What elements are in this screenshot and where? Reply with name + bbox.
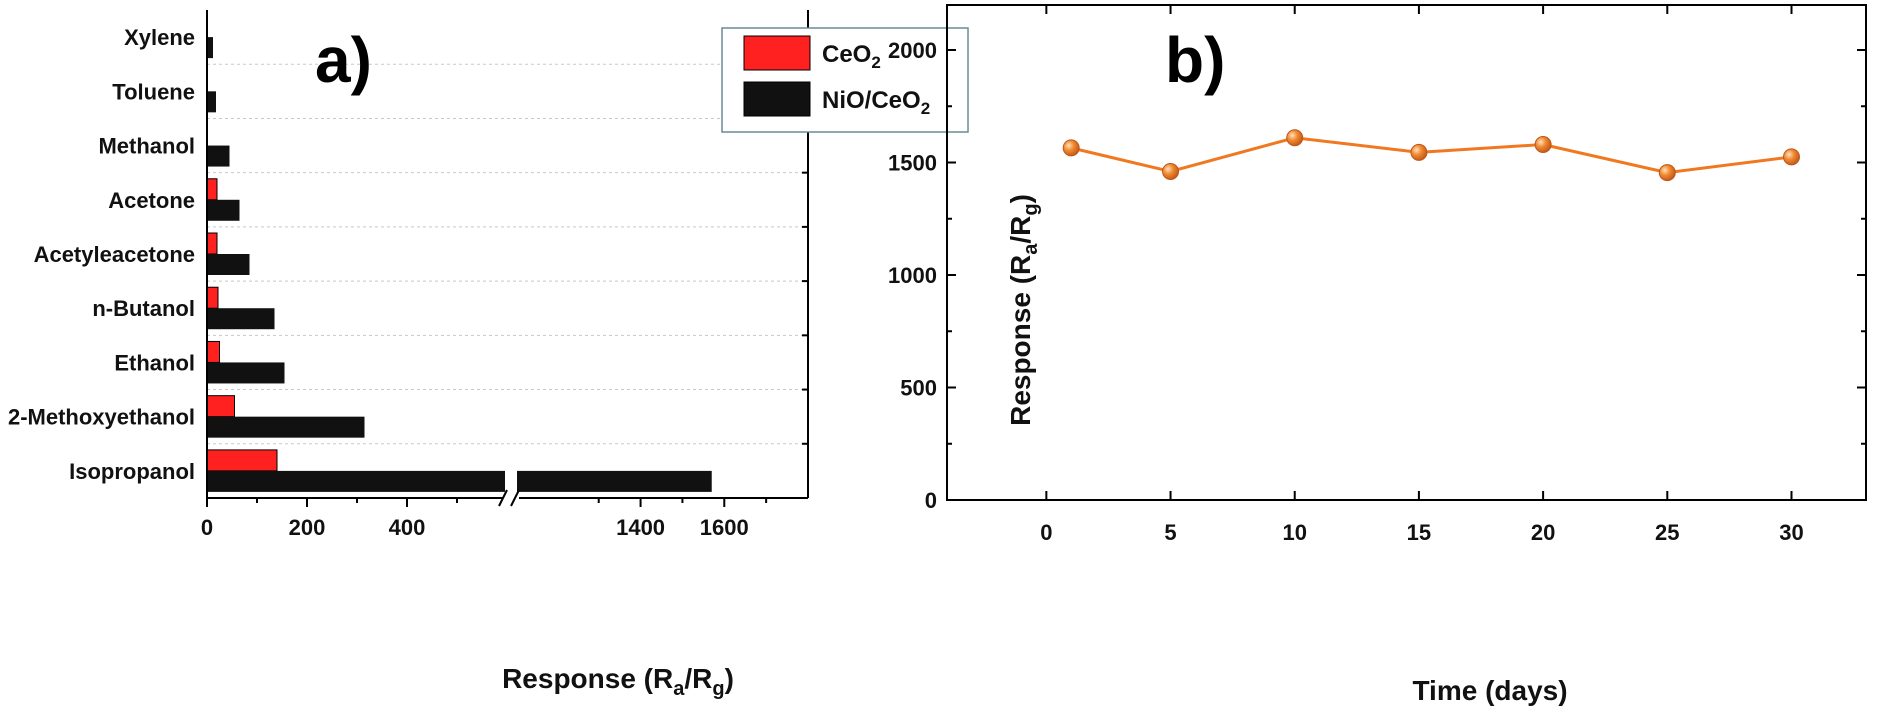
bar-ceo2-ethanol bbox=[206, 340, 220, 363]
bar-ceo2-2-methoxyethanol bbox=[206, 395, 235, 418]
y-tick-label: 0 bbox=[925, 488, 937, 513]
category-label: Toluene bbox=[112, 79, 195, 104]
y-tick-label: 1500 bbox=[888, 151, 937, 176]
category-label: Ethanol bbox=[114, 350, 195, 375]
legend-swatch-ceo2 bbox=[743, 35, 811, 71]
legend-label-ceo2: CeO2 bbox=[822, 41, 881, 72]
x-tick-label: 5 bbox=[1164, 520, 1176, 545]
bar-nio-ceo2-acetone bbox=[207, 199, 240, 221]
category-label: Xylene bbox=[124, 25, 195, 50]
panel-b-line-chart: 0 5 10 15 20 25 30 0 500 1000 1500 2000 b) Time (da… bbox=[888, 4, 1867, 706]
bar-ceo2-isopropanol bbox=[206, 449, 278, 472]
x-tick-label: 0 bbox=[1040, 520, 1052, 545]
legend-label-nio-ceo2: NiO/CeO2 bbox=[822, 87, 930, 118]
x-tick-label: 200 bbox=[289, 515, 326, 540]
data-point bbox=[1410, 143, 1428, 161]
panel-a-x-axis-title: Response (Ra/Rg) bbox=[502, 663, 734, 700]
legend-swatch-nio-ceo2 bbox=[743, 81, 811, 117]
x-tick-label: 25 bbox=[1655, 520, 1679, 545]
data-point bbox=[1286, 129, 1304, 147]
axis-break-mark bbox=[498, 489, 508, 507]
panel-b-series bbox=[1062, 129, 1800, 182]
bar-nio-ceo2-2-methoxyethanol bbox=[207, 416, 365, 438]
data-point bbox=[1534, 136, 1552, 153]
bar-nio-ceo2-isopropanol-part2 bbox=[517, 470, 712, 492]
bar-nio-ceo2-ethanol bbox=[207, 362, 285, 384]
plot-frame bbox=[946, 4, 1867, 501]
x-tick-label: 20 bbox=[1531, 520, 1555, 545]
data-point bbox=[1782, 148, 1800, 166]
panel-b-axes bbox=[946, 4, 1867, 501]
panel-a-legend: CeO2 NiO/CeO2 bbox=[721, 27, 969, 133]
bar-ceo2-n-butanol bbox=[206, 286, 219, 309]
data-point bbox=[1062, 139, 1080, 157]
x-tick-label: 1600 bbox=[700, 515, 749, 540]
x-tick-label: 0 bbox=[201, 515, 213, 540]
category-label: Methanol bbox=[98, 134, 195, 159]
bar-ceo2-acetyleacetone bbox=[206, 232, 218, 255]
data-point bbox=[1658, 164, 1676, 182]
x-tick-label: 1400 bbox=[616, 515, 665, 540]
panel-a-label: a) bbox=[315, 24, 372, 96]
panel-b-label: b) bbox=[1165, 24, 1225, 96]
bar-nio-ceo2-isopropanol-part1 bbox=[207, 470, 505, 492]
panel-a-x-ticks: 0 200 400 1400 1600 bbox=[201, 498, 768, 540]
bar-nio-ceo2-methanol bbox=[207, 145, 230, 167]
x-tick-label: 15 bbox=[1407, 520, 1431, 545]
bar-nio-ceo2-toluene bbox=[207, 91, 216, 113]
series-line bbox=[1070, 136, 1792, 175]
panel-a-category-labels: Isopropanol 2-Methoxyethanol Ethanol n-Buta… bbox=[8, 25, 195, 484]
panel-a-bar-chart: Isopropanol 2-Methoxyethanol Ethanol n-Buta… bbox=[8, 10, 969, 700]
bar-ceo2-acetone bbox=[206, 178, 218, 201]
panel-a-grid bbox=[207, 63, 808, 445]
panel-b-ticks: 0 5 10 15 20 25 30 0 500 1000 1500 2000 bbox=[888, 5, 1866, 545]
category-label: Isopropanol bbox=[69, 459, 195, 484]
panel-b-y-axis-title: Response (Ra/Rg) bbox=[1005, 194, 1042, 426]
x-tick-label: 10 bbox=[1282, 520, 1306, 545]
y-tick-label: 2000 bbox=[888, 38, 937, 63]
x-tick-label: 400 bbox=[389, 515, 426, 540]
panel-b-x-axis-title: Time (days) bbox=[1412, 675, 1567, 706]
panel-a-bars bbox=[206, 37, 712, 492]
bar-nio-ceo2-xylene bbox=[207, 37, 213, 59]
category-label: n-Butanol bbox=[92, 296, 195, 321]
category-label: Acetone bbox=[108, 188, 195, 213]
data-point bbox=[1162, 163, 1180, 180]
bar-nio-ceo2-n-butanol bbox=[207, 308, 275, 330]
y-tick-label: 1000 bbox=[888, 263, 937, 288]
bar-nio-ceo2-acetyleacetone bbox=[207, 254, 250, 275]
category-label: Acetyleacetone bbox=[34, 242, 195, 267]
x-tick-label: 30 bbox=[1779, 520, 1803, 545]
category-label: 2-Methoxyethanol bbox=[8, 405, 195, 430]
axis-break-mark bbox=[510, 489, 520, 507]
y-tick-label: 500 bbox=[900, 376, 937, 401]
